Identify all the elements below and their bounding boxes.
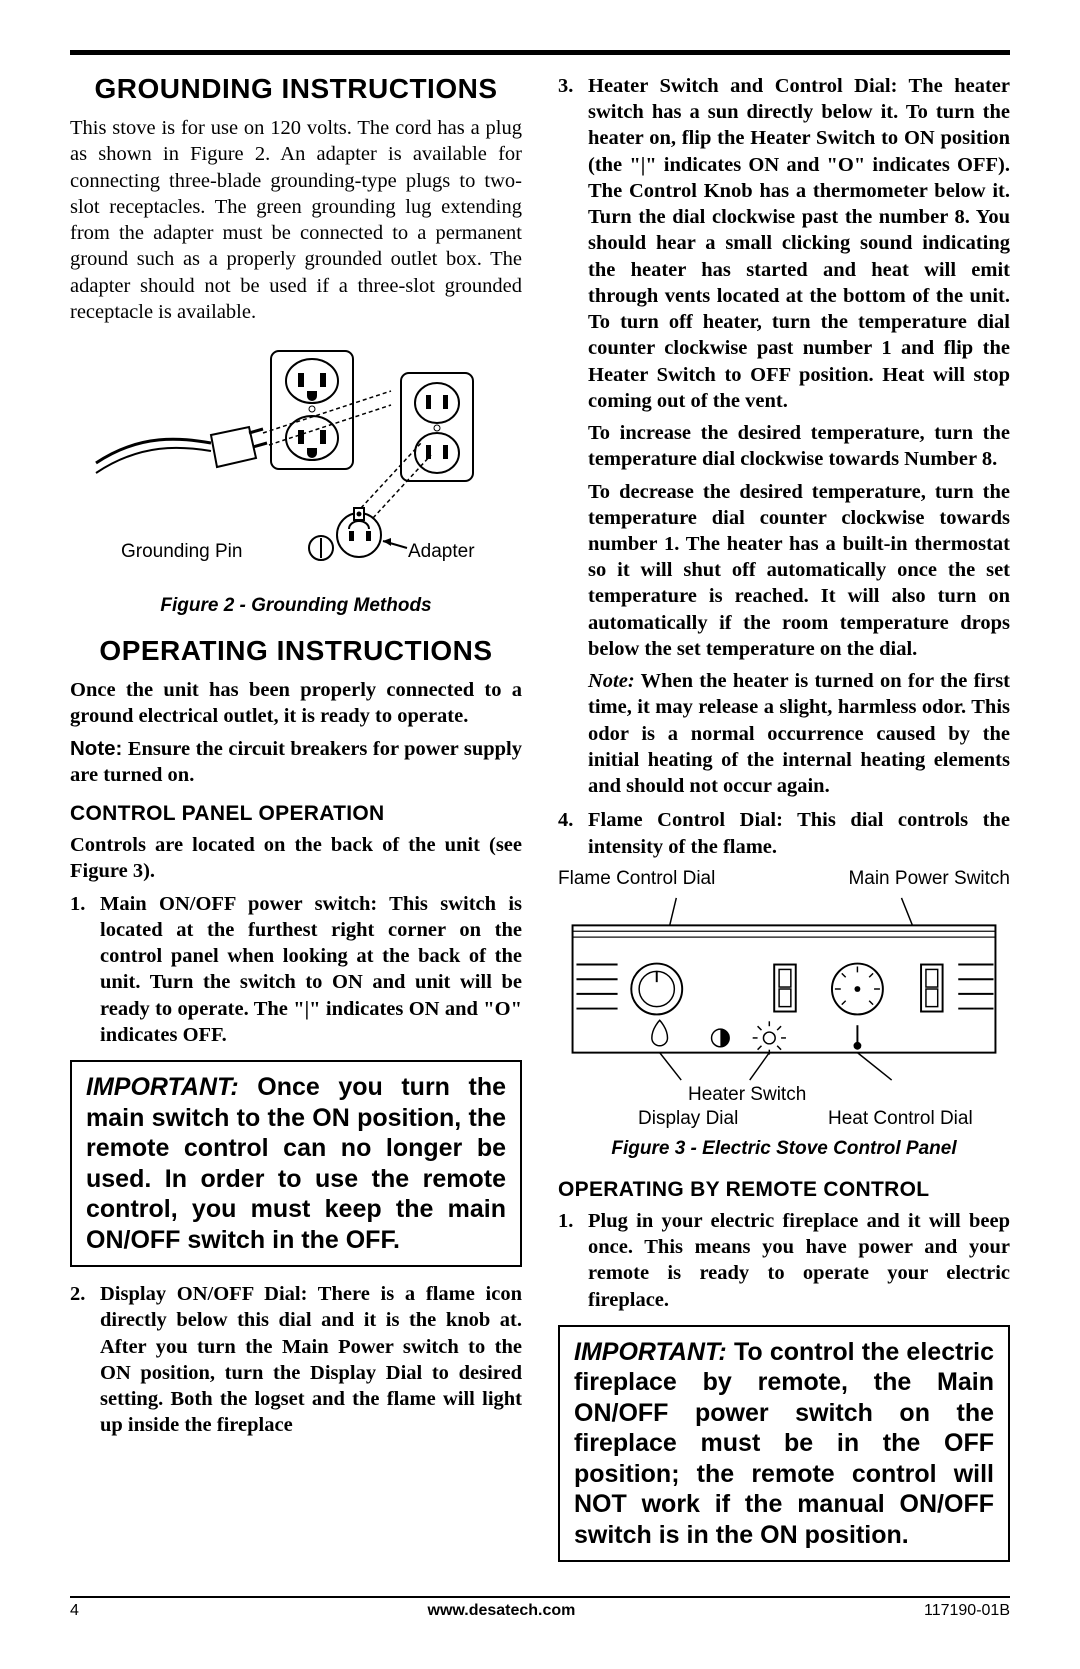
important-box-2: IMPORTANT: To control the electric firep… [558, 1325, 1010, 1563]
control-item-3-main: Heater Switch and Control Dial: The heat… [588, 75, 1010, 412]
operating-title: OPERATING INSTRUCTIONS [70, 635, 522, 667]
remote-item-1: Plug in your electric fireplace and it w… [558, 1208, 1010, 1313]
remote-list: Plug in your electric fireplace and it w… [558, 1208, 1010, 1313]
operating-note: Note: Ensure the circuit breakers for po… [70, 736, 522, 788]
important-2-text: To control the electric fireplace by rem… [574, 1338, 994, 1549]
footer: 4 www.desatech.com 117190-01B [70, 1598, 1010, 1620]
figure-3-svg [560, 896, 1008, 1082]
footer-url: www.desatech.com [428, 1602, 576, 1620]
top-rule [70, 50, 1010, 55]
footer-page: 4 [70, 1602, 79, 1620]
operating-intro: Once the unit has been properly connecte… [70, 677, 522, 729]
figure-2: Grounding Pin Adapter [91, 343, 501, 583]
figure-2-grounding-pin-label: Grounding Pin [121, 541, 242, 563]
control-list-left: Main ON/OFF power switch: This switch is… [70, 891, 522, 1048]
right-column: Heater Switch and Control Dial: The heat… [558, 73, 1010, 1576]
control-item-1: Main ON/OFF power switch: This switch is… [70, 891, 522, 1048]
control-panel-intro: Controls are located on the back of the … [70, 832, 522, 884]
control-item-3-p2: To increase the desired temperature, tur… [588, 420, 1010, 472]
footer-doc: 117190-01B [924, 1602, 1010, 1620]
figure-3-heat-control-label: Heat Control Dial [828, 1108, 973, 1130]
figure-3-top-labels: Flame Control Dial Main Power Switch [558, 868, 1010, 890]
remote-heading: OPERATING BY REMOTE CONTROL [558, 1178, 1010, 1202]
figure-3-flame-dial-label: Flame Control Dial [558, 868, 715, 890]
control-item-3-note-text: When the heater is turned on for the fir… [588, 670, 1010, 797]
figure-3-main-power-label: Main Power Switch [848, 868, 1010, 890]
figure-3-caption: Figure 3 - Electric Stove Control Panel [558, 1138, 1010, 1160]
left-column: GROUNDING INSTRUCTIONS This stove is for… [70, 73, 522, 1576]
important-box-1: IMPORTANT: Once you turn the main switch… [70, 1060, 522, 1267]
figure-2-caption: Figure 2 - Grounding Methods [70, 595, 522, 617]
control-list-right: Heater Switch and Control Dial: The heat… [558, 73, 1010, 860]
control-list-left-2: Display ON/OFF Dial: There is a flame ic… [70, 1281, 522, 1438]
control-item-4: Flame Control Dial: This dial controls t… [558, 807, 1010, 859]
control-panel-heading: CONTROL PANEL OPERATION [70, 802, 522, 826]
control-item-3-note-lead: Note: [588, 670, 635, 692]
important-1-lead: IMPORTANT: [86, 1073, 239, 1101]
note-text: Ensure the circuit breakers for power su… [70, 738, 522, 786]
control-item-3-note: Note: When the heater is turned on for t… [588, 668, 1010, 799]
important-2-lead: IMPORTANT: [574, 1338, 727, 1366]
figure-2-adapter-label: Adapter [408, 541, 475, 563]
figure-3 [558, 894, 1010, 1084]
control-item-3: Heater Switch and Control Dial: The heat… [558, 73, 1010, 799]
grounding-body: This stove is for use on 120 volts. The … [70, 115, 522, 325]
two-column-layout: GROUNDING INSTRUCTIONS This stove is for… [70, 73, 1010, 1576]
control-item-3-p3: To decrease the desired temperature, tur… [588, 479, 1010, 663]
grounding-title: GROUNDING INSTRUCTIONS [70, 73, 522, 105]
figure-3-bottom-labels: Heater Switch Display Dial Heat Control … [558, 1084, 1010, 1136]
figure-3-heater-switch-label: Heater Switch [688, 1084, 806, 1106]
note-lead: Note: [70, 737, 122, 760]
control-item-2: Display ON/OFF Dial: There is a flame ic… [70, 1281, 522, 1438]
figure-3-display-dial-label: Display Dial [638, 1108, 738, 1130]
